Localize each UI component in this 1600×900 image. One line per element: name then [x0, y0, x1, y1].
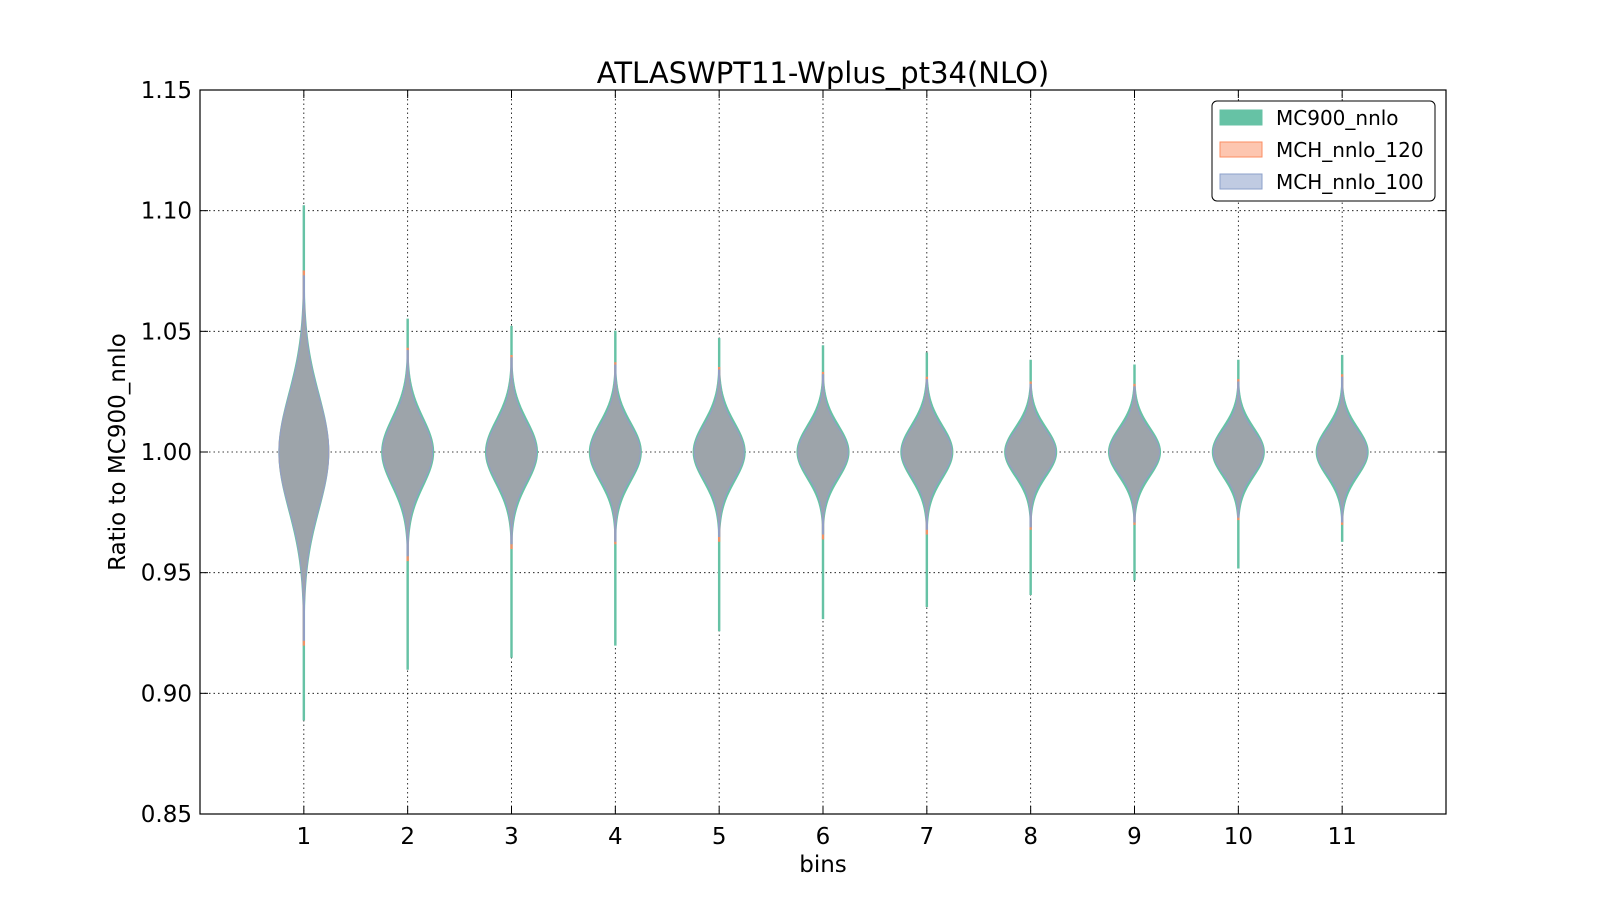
legend-label: MCH_nnlo_100 — [1276, 170, 1424, 194]
y-tick-label: 0.90 — [141, 681, 192, 707]
violin — [486, 357, 537, 545]
y-tick-label: 0.95 — [141, 561, 192, 587]
violin — [278, 275, 330, 641]
x-tick-label: 4 — [608, 824, 623, 850]
legend: MC900_nnlo MCH_nnlo_120 MCH_nnlo_100 — [1211, 100, 1436, 202]
y-tick-label: 1.10 — [141, 199, 192, 225]
x-tick-label: 5 — [712, 824, 727, 850]
x-tick-label: 2 — [400, 824, 415, 850]
x-tick-label: 11 — [1328, 824, 1357, 850]
x-tick-label: 10 — [1224, 824, 1253, 850]
violin — [589, 364, 641, 542]
x-tick-label: 9 — [1127, 824, 1142, 850]
legend-swatch — [1219, 109, 1263, 126]
violin-series — [278, 275, 1368, 641]
violin — [1212, 381, 1264, 518]
legend-entry-mc900: MC900_nnlo — [1219, 106, 1399, 130]
legend-entry-mch100: MCH_nnlo_100 — [1219, 170, 1424, 194]
violin — [382, 350, 434, 557]
y-axis-label: Ratio to MC900_nnlo — [105, 333, 131, 571]
x-tick-label: 6 — [816, 824, 831, 850]
y-tick-label: 1.00 — [141, 440, 192, 466]
legend-box — [1211, 100, 1436, 202]
violins — [278, 205, 1369, 721]
violin — [901, 379, 953, 530]
legend-swatch — [1219, 173, 1263, 190]
y-tick-label: 1.05 — [141, 319, 192, 345]
violin — [1109, 386, 1160, 523]
legend-swatch — [1219, 141, 1263, 158]
violin — [1005, 383, 1057, 528]
x-tick-label: 3 — [504, 824, 519, 850]
legend-label: MCH_nnlo_120 — [1276, 138, 1424, 162]
y-tick-label: 0.85 — [141, 802, 192, 828]
x-tick-label: 1 — [297, 824, 312, 850]
legend-entry-mch120: MCH_nnlo_120 — [1219, 138, 1424, 162]
x-tick-label: 7 — [920, 824, 935, 850]
violin — [1316, 376, 1368, 523]
y-tick-label: 1.15 — [141, 78, 192, 104]
violin — [693, 369, 745, 537]
x-axis-label: bins — [799, 852, 847, 878]
x-tick-label: 8 — [1023, 824, 1038, 850]
chart-title: ATLASWPT11-Wplus_pt34(NLO) — [597, 56, 1050, 90]
axis-ticks: 0.85 0.90 0.95 1.00 1.05 1.10 1.15 1 2 3 4 5 6 7 8 9 10 1… — [141, 78, 1446, 850]
violin — [797, 374, 849, 535]
legend-label: MC900_nnlo — [1276, 106, 1399, 130]
